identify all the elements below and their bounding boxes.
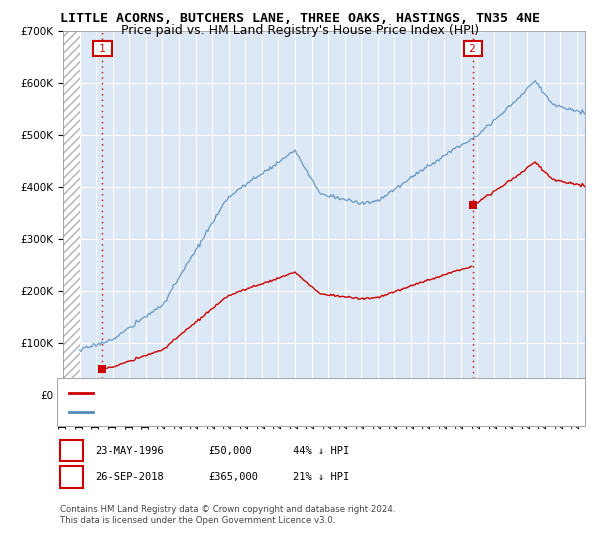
- Text: LITTLE ACORNS, BUTCHERS LANE, THREE OAKS, HASTINGS, TN35 4NE: LITTLE ACORNS, BUTCHERS LANE, THREE OAKS…: [60, 12, 540, 25]
- Text: Price paid vs. HM Land Registry's House Price Index (HPI): Price paid vs. HM Land Registry's House …: [121, 24, 479, 37]
- Text: 2: 2: [68, 472, 74, 482]
- Text: £365,000: £365,000: [209, 472, 259, 482]
- Bar: [63, 31, 80, 395]
- Text: £50,000: £50,000: [209, 446, 253, 456]
- Text: Contains HM Land Registry data © Crown copyright and database right 2024.
This d: Contains HM Land Registry data © Crown c…: [60, 505, 395, 525]
- Text: HPI: Average price, detached house, Rother: HPI: Average price, detached house, Roth…: [99, 408, 341, 417]
- Text: 1: 1: [96, 44, 109, 54]
- Text: 23-MAY-1996: 23-MAY-1996: [95, 446, 164, 456]
- Text: LITTLE ACORNS, BUTCHERS LANE, THREE OAKS, HASTINGS, TN35 4NE (detached house): LITTLE ACORNS, BUTCHERS LANE, THREE OAKS…: [99, 388, 542, 397]
- Text: 2: 2: [466, 44, 479, 54]
- Text: 26-SEP-2018: 26-SEP-2018: [95, 472, 164, 482]
- Text: 1: 1: [68, 446, 74, 456]
- Bar: [63, 31, 80, 395]
- Text: 21% ↓ HPI: 21% ↓ HPI: [293, 472, 349, 482]
- Text: 44% ↓ HPI: 44% ↓ HPI: [293, 446, 349, 456]
